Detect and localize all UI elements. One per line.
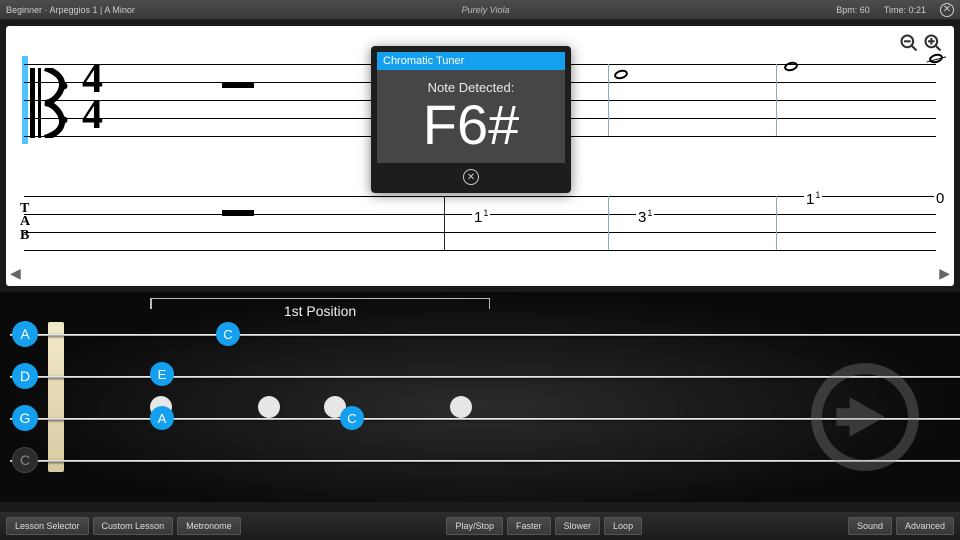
top-bar: Beginner · Arpeggios 1 | A Minor Purely …: [0, 0, 960, 20]
barline: [608, 196, 609, 250]
position-label: 1st Position: [150, 303, 490, 319]
sound-button[interactable]: Sound: [848, 517, 892, 535]
close-icon[interactable]: ✕: [940, 3, 954, 17]
tuner-panel: Chromatic Tuner Note Detected: F6# ✕: [371, 46, 571, 193]
open-string-note[interactable]: D: [12, 363, 38, 389]
tab-rest: [222, 210, 254, 216]
tab-number: 0: [934, 190, 946, 207]
string: [10, 334, 960, 336]
time-signature: 4 4: [82, 62, 103, 133]
tab-label: T A B: [20, 202, 30, 242]
custom-lesson-button[interactable]: Custom Lesson: [93, 517, 174, 535]
page-prev-icon[interactable]: ◀: [10, 265, 21, 282]
whole-rest: [222, 82, 254, 88]
tuner-close-icon[interactable]: ✕: [463, 169, 479, 185]
slower-button[interactable]: Slower: [555, 517, 601, 535]
play-stop-button[interactable]: Play/Stop: [446, 517, 503, 535]
tab-number: 31: [636, 208, 654, 226]
advanced-button[interactable]: Advanced: [896, 517, 954, 535]
tuner-note: F6#: [377, 97, 565, 153]
fret-note[interactable]: C: [340, 406, 364, 430]
open-string-note[interactable]: C: [12, 447, 38, 473]
fret-marker-dot: [258, 396, 280, 418]
lesson-title: Beginner · Arpeggios 1 | A Minor: [6, 5, 135, 15]
fret-note[interactable]: E: [150, 362, 174, 386]
lesson-selector-button[interactable]: Lesson Selector: [6, 517, 89, 535]
open-string-note[interactable]: G: [12, 405, 38, 431]
metronome-button[interactable]: Metronome: [177, 517, 241, 535]
page-next-icon[interactable]: ▶: [939, 265, 950, 282]
barline: [608, 64, 609, 136]
nut: [48, 322, 64, 472]
note: [613, 68, 629, 80]
alto-clef-icon: [30, 68, 74, 138]
score-panel: 4 4 T A B 11 31 11 0 ◀ ▶ Chromatic Tuner No…: [6, 26, 954, 286]
barline: [444, 196, 445, 250]
bpm-label: Bpm: 60: [836, 5, 870, 15]
fret-note[interactable]: C: [216, 322, 240, 346]
barline: [776, 64, 777, 136]
note: [783, 60, 799, 72]
faster-button[interactable]: Faster: [507, 517, 551, 535]
bottom-bar: Lesson Selector Custom Lesson Metronome …: [0, 512, 960, 540]
zoom-in-icon[interactable]: [922, 32, 944, 54]
play-indicator-icon: [810, 362, 920, 472]
brand-label: Purely Viola: [135, 5, 836, 15]
tab-number: 11: [472, 208, 490, 226]
zoom-out-icon[interactable]: [898, 32, 920, 54]
tuner-title: Chromatic Tuner: [377, 52, 565, 70]
loop-button[interactable]: Loop: [604, 517, 642, 535]
tab-staff: T A B 1131110: [24, 196, 936, 250]
barline: [776, 196, 777, 250]
fret-note[interactable]: A: [150, 406, 174, 430]
fret-marker-dot: [450, 396, 472, 418]
fretboard-panel: 1st Position ADGC CEAC: [0, 292, 960, 502]
tab-number: 11: [804, 190, 822, 208]
position-bracket: 1st Position: [150, 298, 490, 316]
note: [928, 52, 944, 64]
open-string-note[interactable]: A: [12, 321, 38, 347]
time-label: Time: 0:21: [884, 5, 926, 15]
